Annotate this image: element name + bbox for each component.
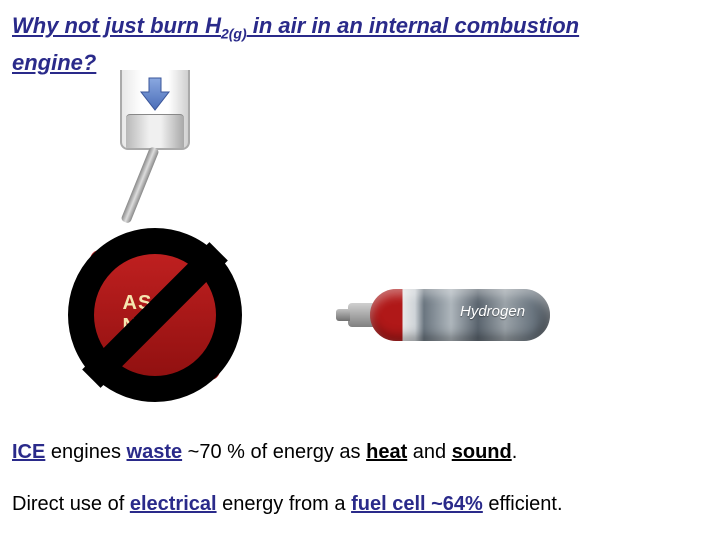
fc-t2: energy from a [217,493,352,515]
slide: Why not just burn H2(g) in air in an int… [0,0,720,540]
hydrogen-tank-graphic: Hydrogen [330,275,560,355]
title-subscript: 2(g) [221,25,247,41]
waste-word: waste [127,441,183,463]
hydrogen-label: Hydrogen [460,303,525,320]
fc-t1: Direct use of [12,493,130,515]
title-post: in air in an internal combustion [247,13,579,38]
ice-t3: and [407,441,451,463]
prohibit-icon [60,220,250,410]
fuelcell-word: fuel cell ~64% [351,493,483,515]
down-arrow-icon [139,76,171,112]
no-gasoline-graphic: AS NE [60,220,250,410]
ice-t4: . [512,441,518,463]
piston-rod [120,146,159,224]
heat-word: heat [366,441,407,463]
ice-waste-text: ICE engines waste ~70 % of energy as hea… [12,438,708,466]
ice-t1: engines [45,441,126,463]
title-pre: Why not just burn H [12,13,221,38]
title-line-1: Why not just burn H2(g) in air in an int… [12,8,708,45]
electrical-word: electrical [130,493,217,515]
sound-word: sound [452,441,512,463]
ice-t2: ~70 % of energy as [182,441,366,463]
piston-illustration [110,70,200,190]
piston-head [126,114,184,148]
ice-word: ICE [12,441,45,463]
piston-cylinder [120,70,190,150]
fc-t3: efficient. [483,493,563,515]
fuelcell-text: Direct use of electrical energy from a f… [12,490,708,518]
